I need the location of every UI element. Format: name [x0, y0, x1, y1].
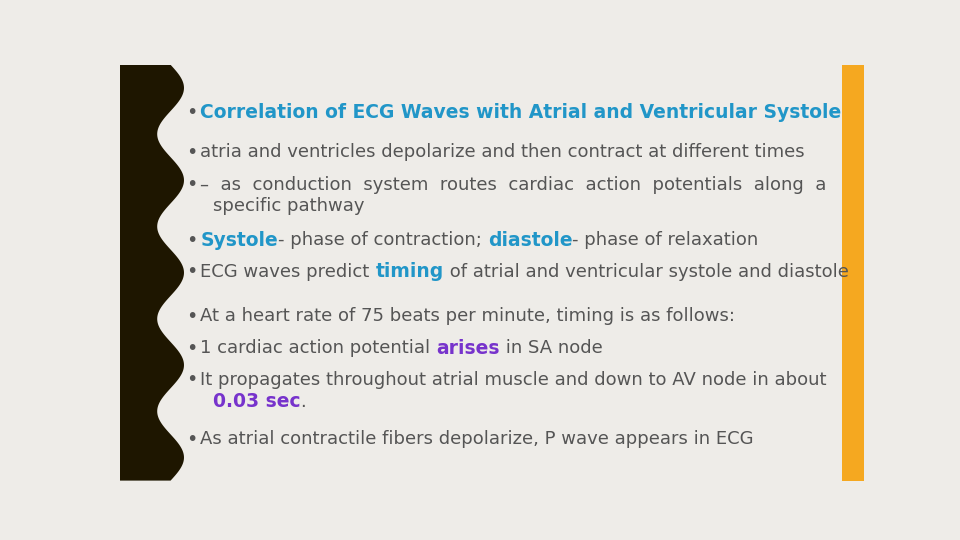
Text: •: • [185, 339, 197, 358]
Text: As atrial contractile fibers depolarize, P wave appears in ECG: As atrial contractile fibers depolarize,… [201, 430, 754, 448]
Text: •: • [185, 370, 197, 389]
Text: atria and ventricles depolarize and then contract at different times: atria and ventricles depolarize and then… [201, 143, 805, 161]
Text: arises: arises [436, 339, 500, 358]
Text: 0.03 sec: 0.03 sec [213, 392, 300, 411]
Text: diastole: diastole [488, 231, 572, 250]
Text: of atrial and ventricular systole and diastole: of atrial and ventricular systole and di… [444, 263, 849, 281]
Text: Systole: Systole [201, 231, 278, 250]
Text: in SA node: in SA node [500, 339, 603, 357]
Text: •: • [185, 143, 197, 161]
Text: At a heart rate of 75 beats per minute, timing is as follows:: At a heart rate of 75 beats per minute, … [201, 307, 735, 326]
Text: •: • [185, 231, 197, 250]
Text: It propagates throughout atrial muscle and down to AV node in about: It propagates throughout atrial muscle a… [201, 371, 827, 389]
Text: - phase of relaxation: - phase of relaxation [572, 231, 758, 249]
Text: - phase of contraction;: - phase of contraction; [278, 231, 488, 249]
Text: •: • [185, 307, 197, 326]
Polygon shape [120, 65, 184, 481]
Text: Correlation of ECG Waves with Atrial and Ventricular Systole: Correlation of ECG Waves with Atrial and… [201, 103, 842, 122]
Text: –  as  conduction  system  routes  cardiac  action  potentials  along  a: – as conduction system routes cardiac ac… [201, 176, 827, 193]
Text: ECG waves predict: ECG waves predict [201, 263, 375, 281]
Text: •: • [185, 175, 197, 194]
Text: •: • [185, 103, 197, 122]
Polygon shape [842, 65, 864, 481]
Text: 1 cardiac action potential: 1 cardiac action potential [201, 339, 436, 357]
Text: .: . [300, 393, 306, 410]
Text: specific pathway: specific pathway [213, 197, 365, 215]
Text: timing: timing [375, 262, 444, 281]
Text: •: • [185, 429, 197, 449]
Text: •: • [185, 262, 197, 281]
